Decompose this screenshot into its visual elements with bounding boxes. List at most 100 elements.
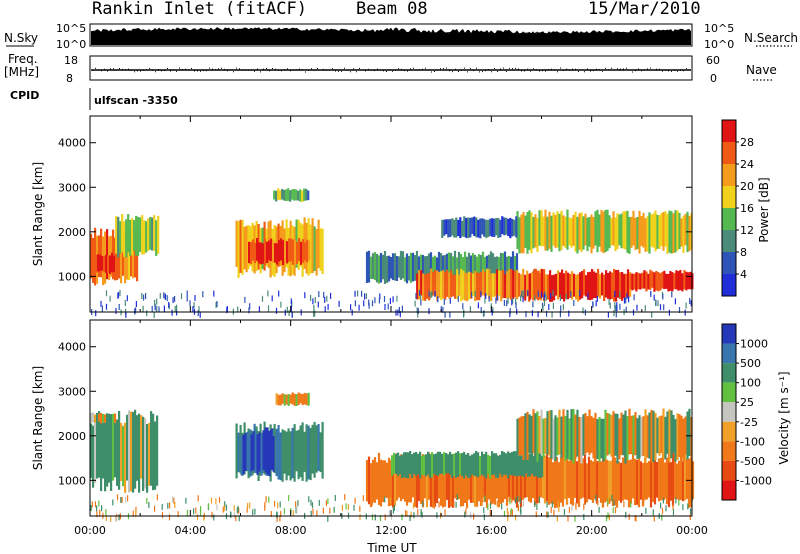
data-cell-strip — [584, 413, 587, 454]
data-cell-strip — [244, 432, 247, 471]
scatter-echo — [690, 300, 692, 307]
data-cell-strip — [441, 219, 444, 238]
data-cell-strip — [627, 269, 630, 298]
scatter-echo — [161, 512, 164, 518]
data-cell-strip — [315, 228, 318, 276]
data-cell-strip — [491, 253, 495, 279]
data-cell-strip — [545, 274, 548, 296]
data-cell-strip — [387, 255, 391, 282]
data-cell-strip — [531, 272, 534, 298]
scatter-echo — [480, 291, 482, 298]
scatter-echo — [383, 296, 386, 302]
colorbar-tick-label: 4 — [740, 268, 747, 281]
data-cell-strip — [461, 459, 465, 507]
scatter-echo — [568, 506, 570, 513]
power-colorbar-label: Power [dB] — [757, 177, 771, 242]
data-cell-strip — [391, 253, 395, 281]
data-cell-strip — [295, 394, 298, 406]
scatter-echo — [317, 301, 319, 308]
scatter-echo — [615, 311, 617, 318]
data-cell-strip — [650, 409, 653, 463]
data-cell-strip — [513, 452, 517, 502]
data-cell-strip — [275, 393, 278, 405]
scatter-echo — [483, 507, 485, 514]
scatter-echo — [433, 502, 435, 509]
data-cell-strip — [153, 215, 156, 251]
scatter-echo — [657, 300, 659, 307]
data-cell-strip — [96, 412, 99, 424]
data-cell-strip — [284, 239, 287, 262]
data-cell-strip — [665, 273, 668, 289]
data-cell-strip — [106, 229, 109, 280]
data-cell-strip — [510, 268, 513, 300]
data-cell-strip — [674, 210, 677, 253]
scatter-echo — [279, 515, 281, 522]
data-cell-strip — [606, 413, 609, 456]
data-cell-strip — [123, 221, 126, 257]
data-cell-strip — [113, 255, 116, 273]
data-cell-strip — [391, 455, 394, 476]
data-cell-strip — [371, 459, 375, 503]
data-cell-strip — [469, 217, 472, 238]
scatter-echo — [275, 307, 278, 314]
scatter-echo — [497, 501, 499, 508]
data-cell-strip — [597, 268, 600, 297]
data-cell-strip — [505, 453, 508, 475]
data-cell-strip — [569, 273, 572, 298]
scatter-echo — [115, 307, 117, 314]
data-cell-strip — [566, 409, 569, 459]
scatter-echo — [678, 307, 681, 313]
data-cell-strip — [530, 212, 533, 254]
data-cell-strip — [585, 275, 588, 297]
data-cell-strip — [685, 271, 688, 291]
data-cell-strip — [469, 255, 473, 283]
data-cell-strip — [635, 459, 639, 505]
data-cell-strip — [528, 414, 531, 453]
data-cell-strip — [497, 457, 501, 508]
colorbar-tick-label: 20 — [740, 180, 754, 193]
data-cell-strip — [279, 190, 282, 201]
data-cell-strip — [299, 189, 302, 202]
scatter-echo — [288, 495, 290, 501]
data-cell-strip — [415, 451, 418, 476]
data-cell-strip — [479, 459, 483, 507]
data-cell-strip — [286, 241, 289, 264]
scatter-echo — [248, 307, 250, 314]
data-cell-strip — [549, 453, 553, 504]
data-cell-strip — [610, 415, 613, 457]
data-cell-strip — [518, 217, 521, 254]
data-cell-strip — [557, 270, 560, 300]
data-cell-strip — [454, 274, 457, 299]
scatter-echo — [444, 509, 446, 516]
data-cell-strip — [425, 256, 429, 279]
data-cell-strip — [537, 270, 540, 301]
colorbar-segment — [722, 460, 736, 481]
data-cell-strip — [531, 451, 534, 474]
scatter-echo — [189, 300, 191, 307]
scatter-echo — [508, 495, 510, 502]
beam-title: Beam 08 — [356, 0, 428, 19]
data-cell-strip — [568, 418, 571, 461]
data-cell-strip — [435, 453, 438, 476]
data-cell-strip — [465, 454, 468, 476]
scatter-echo — [314, 297, 316, 304]
data-cell-strip — [273, 190, 276, 200]
scatter-echo — [318, 291, 320, 298]
data-cell-strip — [450, 270, 453, 298]
data-cell-strip — [413, 452, 416, 474]
data-cell-strip — [531, 457, 535, 499]
data-cell-strip — [440, 271, 443, 300]
data-cell-strip — [511, 219, 514, 237]
data-cell-strip — [655, 271, 658, 291]
data-cell-strip — [94, 417, 97, 483]
scatter-echo — [653, 294, 655, 301]
data-cell-strip — [429, 252, 433, 284]
scatter-echo — [213, 514, 215, 521]
data-cell-strip — [453, 453, 456, 476]
data-cell-strip — [602, 418, 605, 462]
scatter-echo — [473, 513, 475, 520]
data-cell-strip — [537, 451, 540, 478]
data-cell-strip — [671, 272, 674, 292]
colorbar-segment — [722, 186, 736, 208]
data-cell-strip — [260, 435, 263, 476]
